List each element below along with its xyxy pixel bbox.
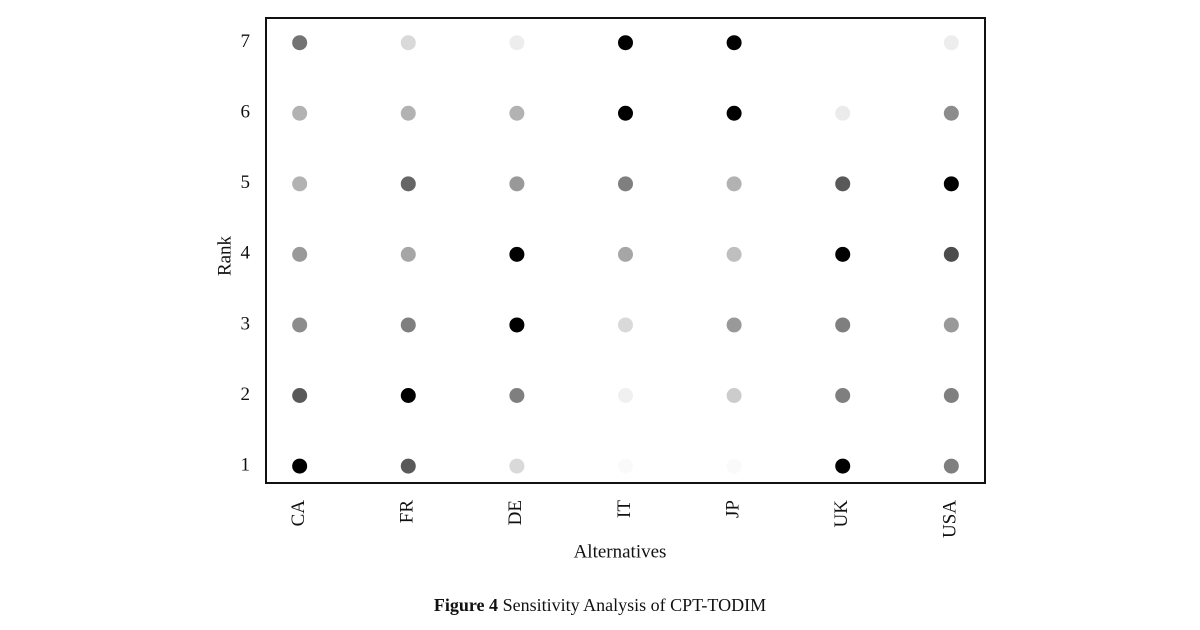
x-axis-label: Alternatives (574, 541, 667, 562)
x-tick-label: CA (288, 500, 309, 527)
dot (835, 458, 851, 474)
dot (618, 388, 633, 404)
dot (400, 388, 416, 404)
dot (943, 35, 959, 51)
dot (835, 388, 851, 404)
dot (618, 35, 633, 51)
x-tick-label: JP (722, 500, 743, 518)
dot (292, 388, 308, 404)
x-tick-label: DE (505, 500, 526, 525)
plot-frame (265, 17, 986, 484)
dot (727, 459, 742, 474)
dot (618, 317, 633, 333)
dot (726, 388, 742, 404)
dot (400, 176, 416, 192)
dot (943, 246, 959, 262)
dot (509, 105, 525, 121)
caption-label: Figure 4 (434, 595, 498, 615)
y-tick-label: 6 (241, 102, 251, 123)
y-tick-label: 5 (241, 172, 251, 193)
caption-text: Sensitivity Analysis of CPT-TODIM (503, 595, 767, 615)
dot (292, 176, 308, 192)
x-tick-label: USA (940, 500, 961, 538)
y-tick-label: 2 (241, 384, 251, 405)
dot (726, 105, 742, 121)
y-tick-label: 4 (241, 243, 251, 264)
dot (943, 105, 959, 121)
dot (835, 317, 851, 333)
y-tick-label: 3 (241, 313, 251, 334)
dot (618, 176, 633, 192)
dot (726, 317, 742, 333)
x-tick-label: UK (831, 500, 852, 528)
dot (292, 458, 308, 474)
y-tick-label: 1 (241, 454, 251, 475)
dot (509, 35, 525, 51)
dot (400, 246, 416, 262)
dot (400, 105, 416, 121)
dot (726, 246, 742, 262)
y-axis-label: Rank (214, 235, 235, 276)
dot (835, 105, 851, 121)
dot (835, 246, 851, 262)
caption: Figure 4 Sensitivity Analysis of CPT-TOD… (434, 595, 766, 615)
dot (400, 35, 416, 51)
dot (726, 35, 742, 51)
dot (509, 388, 525, 404)
dot (509, 246, 525, 262)
dot (943, 458, 959, 474)
dot (400, 317, 416, 333)
dot (509, 176, 525, 192)
dot (400, 458, 416, 474)
dot (292, 105, 308, 121)
dot (509, 458, 525, 474)
dot (618, 459, 633, 474)
dot (292, 317, 308, 333)
dot (943, 176, 959, 192)
dot (618, 246, 633, 262)
dot (943, 317, 959, 333)
dot (292, 35, 308, 51)
x-tick-label: IT (614, 500, 635, 518)
dot (618, 105, 633, 121)
x-tick-label: FR (397, 500, 418, 524)
dot (835, 35, 850, 50)
dot (726, 176, 742, 192)
dot (943, 388, 959, 404)
dot (835, 176, 851, 192)
y-tick-label: 7 (241, 31, 251, 52)
dot (509, 317, 525, 333)
dot (292, 246, 308, 262)
